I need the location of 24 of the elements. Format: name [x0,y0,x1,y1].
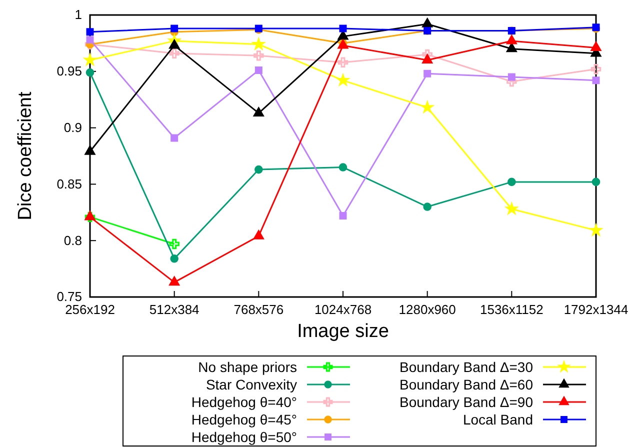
x-tick-label: 768x576 [234,302,284,318]
legend-label: Boundary Band Δ=30 [399,358,534,375]
legend-label: Hedgehog θ=45° [191,411,297,428]
legend-label: Star Convexity [206,376,297,392]
x-tick-label: 512x384 [149,302,200,318]
x-tick-label: 1024x768 [314,302,372,318]
y-tick-label: 1 [74,7,82,22]
y-tick-label: 0.85 [56,176,82,192]
y-tick-label: 0.75 [56,289,82,304]
y-tick-label: 0.9 [64,120,82,135]
legend-label: Local Band [462,411,533,428]
legend-label: Boundary Band Δ=90 [399,394,534,410]
legend-label: Hedgehog θ=50° [191,428,297,445]
x-tick-label: 1536x1152 [480,302,544,318]
x-tick-label: 1792x1344 [564,302,628,318]
x-tick-label: 1280x960 [398,302,456,318]
y-tick-label: 0.95 [56,64,82,79]
y-tick-label: 0.8 [64,232,82,248]
legend-label: Hedgehog θ=40° [191,394,297,410]
y-axis-title: Dice coefficient [15,91,36,220]
legend-label: No shape priors [198,358,297,375]
x-axis-title: Image size [297,321,389,342]
x-tick-label: 256x192 [65,302,115,318]
legend-label: Boundary Band Δ=60 [399,376,534,392]
